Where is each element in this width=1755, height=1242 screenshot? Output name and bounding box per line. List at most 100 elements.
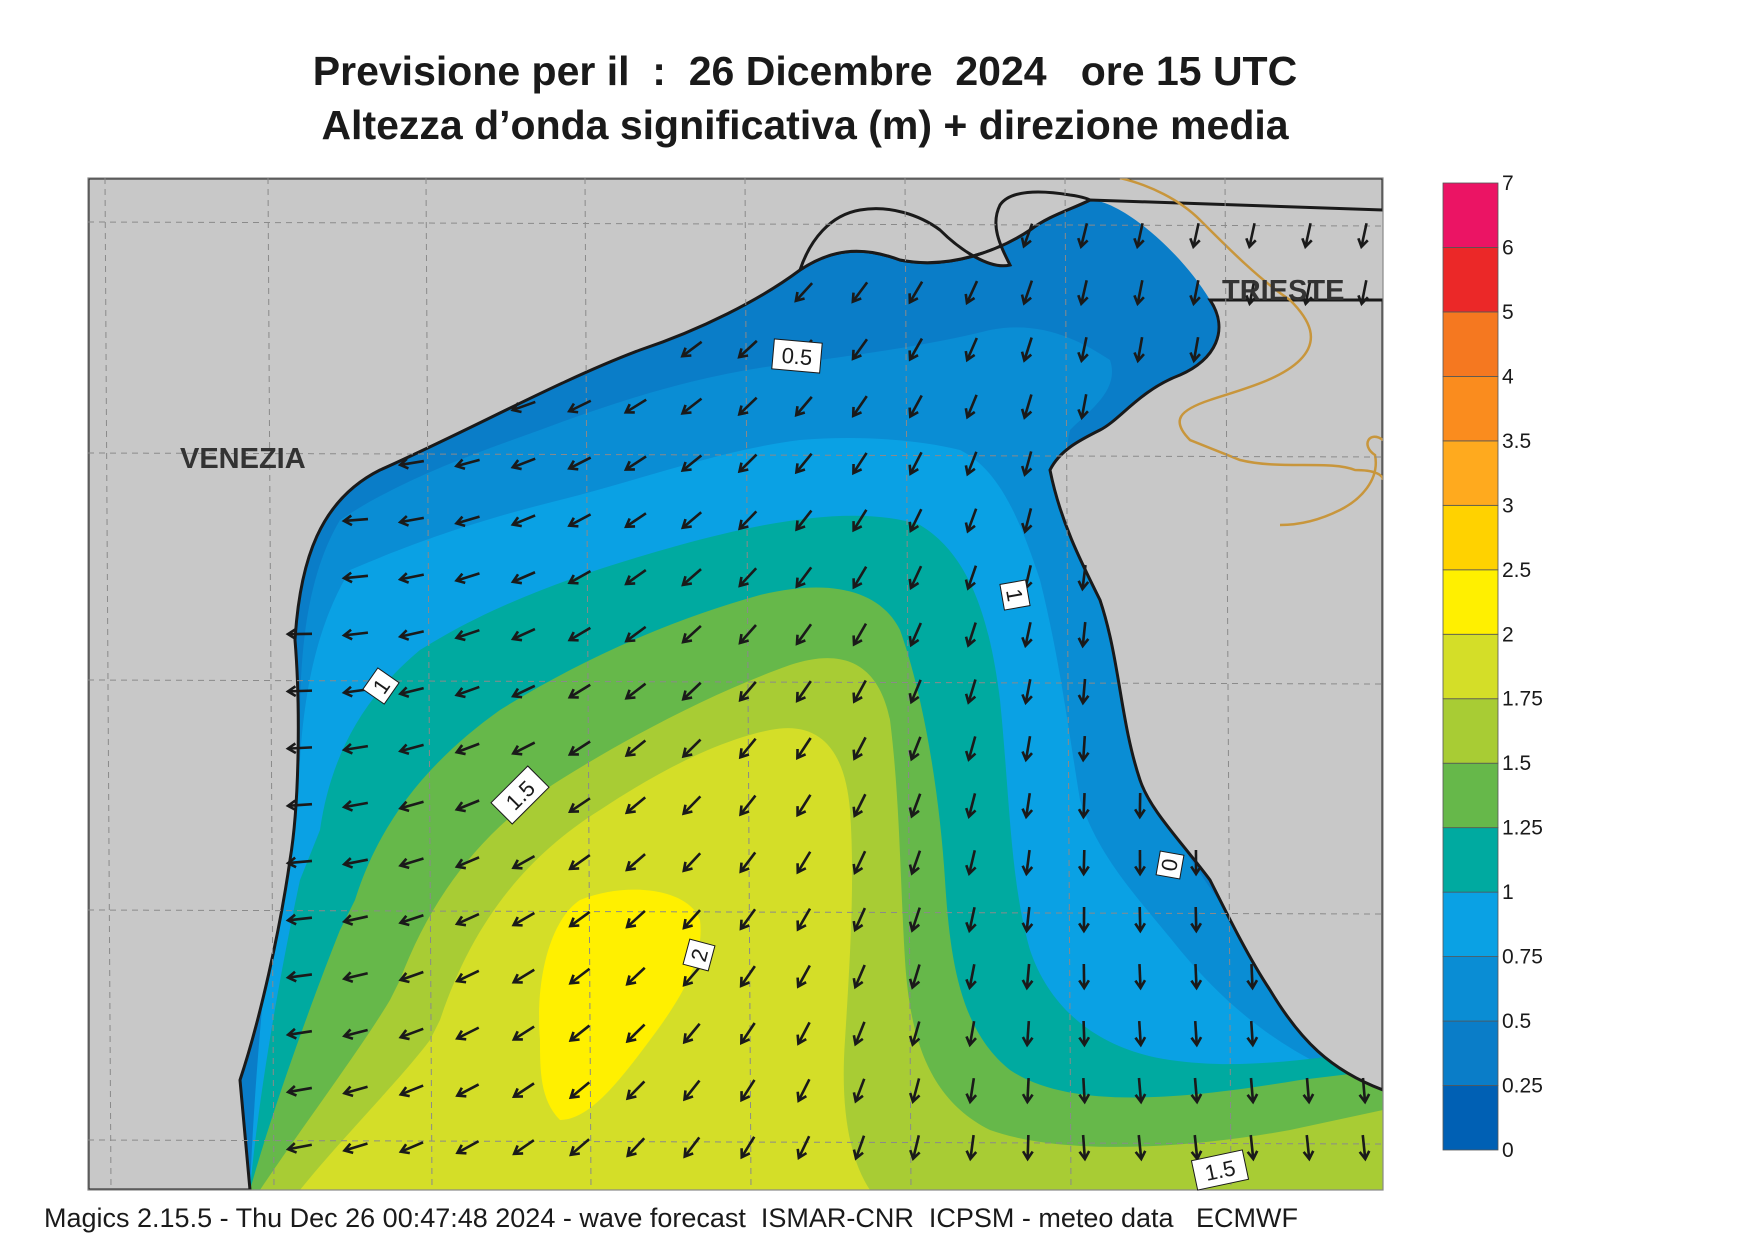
direction-arrow bbox=[285, 1085, 313, 1097]
direction-arrow bbox=[1134, 906, 1147, 934]
direction-arrow bbox=[454, 912, 480, 927]
direction-arrow bbox=[341, 800, 369, 812]
direction-arrow bbox=[964, 565, 978, 591]
direction-arrow bbox=[285, 628, 313, 640]
grid-meridian bbox=[1064, 178, 1072, 1190]
direction-arrow bbox=[1077, 280, 1089, 307]
direction-arrow bbox=[567, 626, 592, 642]
direction-arrow bbox=[796, 1135, 811, 1161]
direction-arrow bbox=[454, 799, 480, 813]
contour-label: 1.5 bbox=[1203, 1155, 1238, 1186]
direction-arrow bbox=[341, 971, 368, 983]
legend-labels: 0 0.25 0.5 0.75 1 1.25 1.5 1.75 2 2.5 3 3.5 4 5 6 7 bbox=[1502, 172, 1543, 1162]
direction-arrow bbox=[1020, 223, 1034, 249]
direction-arrow bbox=[398, 914, 424, 927]
direction-arrow bbox=[623, 455, 647, 471]
direction-arrow bbox=[1189, 222, 1201, 250]
direction-arrow bbox=[454, 685, 480, 699]
legend-tick-label: 2 bbox=[1502, 623, 1514, 646]
direction-arrow bbox=[398, 800, 424, 813]
direction-arrow bbox=[1020, 337, 1033, 363]
legend-colorbar bbox=[1442, 182, 1499, 1151]
direction-arrow bbox=[1357, 279, 1369, 307]
direction-arrow bbox=[1078, 1077, 1091, 1105]
direction-arrow bbox=[908, 679, 922, 705]
direction-arrow bbox=[567, 456, 592, 471]
direction-arrow bbox=[1357, 222, 1369, 250]
direction-arrow bbox=[737, 453, 758, 474]
direction-arrow bbox=[1021, 735, 1033, 763]
city-label-trieste: TRIESTE bbox=[1222, 275, 1344, 307]
grid-meridian bbox=[1224, 178, 1232, 1190]
direction-arrow bbox=[965, 1020, 977, 1048]
grid-meridian bbox=[104, 178, 112, 1190]
direction-arrow bbox=[1021, 678, 1033, 706]
direction-arrow bbox=[1190, 906, 1203, 934]
direction-arrow bbox=[740, 1079, 756, 1103]
direction-arrow bbox=[455, 1140, 480, 1155]
direction-arrow bbox=[285, 799, 313, 812]
direction-arrow bbox=[1077, 621, 1090, 649]
direction-arrow bbox=[398, 1027, 424, 1041]
direction-arrow bbox=[1077, 735, 1090, 763]
direction-arrow bbox=[794, 282, 814, 303]
direction-arrow bbox=[398, 743, 424, 756]
direction-arrow bbox=[1134, 849, 1146, 877]
direction-arrow bbox=[852, 1078, 866, 1104]
direction-arrow bbox=[510, 627, 536, 642]
direction-arrow bbox=[342, 1028, 368, 1041]
direction-arrow bbox=[796, 1078, 811, 1103]
direction-arrow bbox=[398, 857, 424, 870]
direction-arrow bbox=[1021, 792, 1034, 820]
direction-arrow bbox=[739, 965, 756, 988]
direction-arrow bbox=[908, 508, 923, 533]
grid-meridian bbox=[744, 178, 752, 1190]
direction-arrow bbox=[908, 337, 924, 362]
direction-arrow bbox=[852, 850, 867, 876]
contour-labels: 0.5 1 1 1.5 2 1.5 0 bbox=[362, 338, 1250, 1191]
direction-arrow bbox=[964, 280, 979, 306]
legend-tick-label: 0.5 bbox=[1502, 1010, 1531, 1033]
direction-arrow bbox=[852, 1021, 866, 1047]
legend-swatch bbox=[1442, 891, 1499, 958]
direction-arrow bbox=[567, 513, 592, 528]
direction-arrow bbox=[397, 515, 425, 527]
legend-swatch bbox=[1442, 698, 1499, 764]
direction-arrow bbox=[795, 566, 813, 589]
legend-swatch bbox=[1442, 1020, 1499, 1086]
direction-arrow bbox=[1189, 336, 1201, 364]
direction-arrow bbox=[455, 1083, 480, 1098]
direction-arrow bbox=[796, 907, 812, 932]
legend-tick-label: 2.5 bbox=[1502, 559, 1531, 582]
direction-arrow bbox=[852, 509, 868, 533]
direction-arrow bbox=[683, 1136, 701, 1159]
direction-arrow bbox=[398, 970, 424, 984]
direction-arrow bbox=[794, 396, 813, 417]
direction-arrow bbox=[739, 794, 757, 817]
direction-arrow bbox=[682, 852, 702, 873]
grid-meridian bbox=[904, 178, 912, 1190]
direction-arrow bbox=[1077, 792, 1090, 820]
direction-arrow bbox=[1021, 1020, 1034, 1048]
title-date: Previsione per il : 26 Dicembre 2024 ore… bbox=[312, 48, 1298, 94]
legend-swatch bbox=[1442, 311, 1499, 377]
direction-arrow bbox=[1077, 223, 1089, 249]
direction-arrow bbox=[1078, 906, 1090, 934]
direction-arrow bbox=[341, 628, 369, 641]
direction-arrow bbox=[1358, 1134, 1371, 1162]
direction-arrow bbox=[681, 738, 702, 759]
legend-swatch bbox=[1442, 375, 1499, 442]
direction-arrow bbox=[567, 683, 591, 699]
legend-tick-label: 3 bbox=[1502, 494, 1514, 517]
legend-tick-label: 0 bbox=[1502, 1139, 1514, 1162]
direction-arrow bbox=[511, 968, 535, 984]
direction-arrow bbox=[342, 1142, 368, 1155]
direction-arrow bbox=[624, 512, 647, 529]
direction-arrow bbox=[1021, 849, 1034, 877]
direction-arrow bbox=[794, 452, 813, 475]
direction-arrow bbox=[397, 572, 425, 584]
legend-tick-label: 1 bbox=[1502, 881, 1514, 904]
map-frame bbox=[87, 177, 1384, 1191]
direction-arrow bbox=[681, 681, 702, 701]
